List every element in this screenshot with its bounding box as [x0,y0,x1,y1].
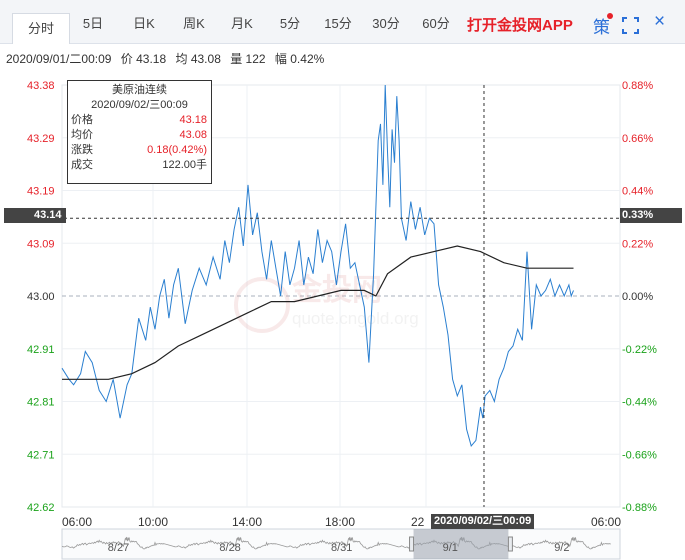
x-tick: 06:00 [591,515,621,529]
tooltip-key-avg: 均价 [71,129,93,141]
tab-weekly-k[interactable]: 周K [183,16,205,31]
tooltip-value-price: 43.18 [179,114,207,126]
tab-30min[interactable]: 30分 [372,16,400,31]
period-tab-bar: 分时 5日 日K 周K 月K 5分 15分 30分 60分 打开金投网APP 策… [0,0,685,44]
cursor-pct-label: 0.33% [620,208,682,223]
navigator-date-label: 8/28 [219,542,240,554]
y-tick-left: 43.09 [27,238,55,250]
x-tick: 10:00 [138,515,168,529]
y-tick-right: 0.66% [622,133,653,145]
tooltip-key-price: 价格 [71,114,93,126]
quote-info-line: 2020/09/01/二00:09 价 43.18 均 43.08 量 122 … [6,50,330,67]
x-axis: 06:00 10:00 14:00 18:00 22 06:00 [62,515,621,529]
navigator-frame [61,528,621,560]
info-amplitude: 幅 0.42% [274,52,325,66]
strategy-button[interactable]: 策 [593,18,610,37]
navigator-handle-left [409,536,415,552]
cursor-price-label: 43.14 [4,208,66,223]
y-axis-right: 0.88% 0.66% 0.44% 0.22% 0.00% -0.22% -0.44% -0.… [622,80,657,514]
navigator-date-label: 9/1 [443,542,458,554]
y-tick-left: 42.81 [27,397,55,409]
y-tick-left: 42.71 [27,449,55,461]
navigator-date-label: 8/31 [331,542,352,554]
y-tick-left: 43.00 [27,291,55,303]
x-tick: 14:00 [232,515,262,529]
y-tick-left: 43.29 [27,133,55,145]
tab-daily-k[interactable]: 日K [133,16,155,31]
navigator-handle-right [507,536,513,552]
tooltip-key-volume: 成交 [71,159,93,171]
y-axis-left: 43.38 43.29 43.19 43.09 43.00 42.91 42.81 42.71… [27,80,55,514]
info-price: 价 43.18 [120,52,167,66]
y-tick-right: -0.22% [622,344,657,356]
crosshair [4,85,682,507]
y-tick-right: -0.44% [622,397,657,409]
tab-intraday[interactable]: 分时 [12,13,70,44]
tooltip-key-change: 涨跌 [71,144,93,156]
tooltip-value-volume: 122.00手 [162,159,207,171]
tab-5min[interactable]: 5分 [279,16,301,31]
watermark: 金投网 quote.cngold.org [234,273,419,333]
navigator-date-label: 8/27 [108,542,129,554]
navigator-date-label: 9/2 [554,542,569,554]
y-tick-right: 0.22% [622,238,653,250]
watermark-brand: 金投网 [291,273,382,307]
tooltip-value-change: 0.18(0.42%) [147,144,207,156]
info-datetime: 2020/09/01/二00:09 [6,52,112,66]
y-tick-left: 42.91 [27,344,55,356]
watermark-url: quote.cngold.org [292,309,419,328]
tab-monthly-k[interactable]: 月K [231,16,253,31]
y-tick-right: -0.88% [622,502,657,514]
notification-dot [607,13,613,19]
tab-5day[interactable]: 5日 [82,16,104,31]
y-tick-left: 43.19 [27,186,55,198]
x-tick: 18:00 [325,515,355,529]
tab-15min[interactable]: 15分 [324,16,352,31]
tooltip-value-avg: 43.08 [179,129,207,141]
tooltip-datetime: 2020/09/02/三00:09 [91,99,188,111]
x-tick: 22 [411,515,425,529]
navigator-window [413,529,509,559]
y-tick-left: 42.62 [27,502,55,514]
tooltip-title: 美原油连续 [112,84,167,96]
tooltip-panel: 美原油连续 2020/09/02/三00:09 价格 43.18 均价 43.08 … [67,80,212,184]
time-navigator: 8/27 8/28 8/31 9/1 9/2 [61,528,621,560]
info-avg: 均 43.08 [175,52,221,66]
y-tick-right: 0.88% [622,80,653,92]
info-volume: 量 122 [230,52,266,66]
open-app-link[interactable]: 打开金投网APP [467,17,573,34]
close-icon[interactable]: × [654,11,666,32]
navigator-series [61,536,611,550]
x-tick: 06:00 [62,515,92,529]
tab-60min[interactable]: 60分 [422,16,450,31]
y-tick-right: 0.44% [622,186,653,198]
fullscreen-icon[interactable] [622,17,639,34]
price-series-line [61,84,574,447]
cursor-time-label: 2020/09/02/三00:09 [431,514,535,529]
y-tick-left: 43.38 [27,80,55,92]
y-tick-right: 0.00% [622,291,653,303]
y-tick-right: -0.66% [622,449,657,461]
